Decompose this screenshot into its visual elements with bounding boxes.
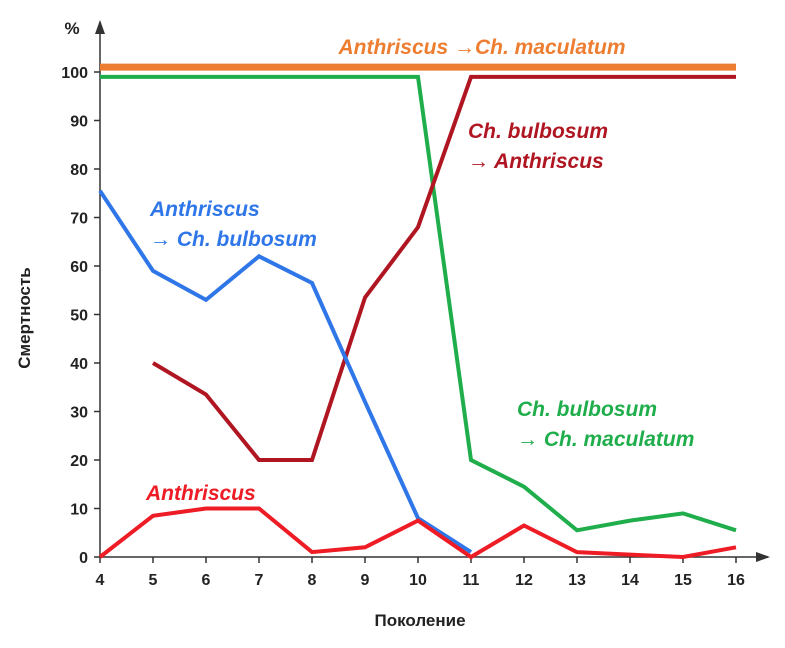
- y-tick-label: 10: [70, 502, 88, 519]
- y-tick-label: 70: [70, 211, 88, 228]
- x-tick-label: 16: [727, 572, 745, 589]
- y-tick-label: 60: [70, 259, 88, 276]
- y-tick-label: 40: [70, 356, 88, 373]
- series-label-blue: Anthriscus: [149, 198, 260, 221]
- series-line-red: [98, 506, 737, 560]
- x-tick-label: 11: [463, 572, 480, 589]
- x-tick-label: 4: [96, 572, 105, 589]
- series-line-blue: [98, 189, 473, 554]
- series-line-darkred: [151, 74, 736, 462]
- x-tick-label: 10: [409, 572, 427, 589]
- x-tick-label: 13: [568, 572, 586, 589]
- series-label-darkred: → Anthriscus: [468, 150, 604, 173]
- series-label-blue: → Ch. bulbosum: [150, 228, 317, 251]
- series-labels: Anthriscus →Ch. maculatum Ch. bulbosum → C…: [145, 36, 694, 505]
- x-tick-label: 6: [202, 572, 211, 589]
- y-axis-unit: %: [64, 19, 79, 38]
- y-tick-label: 90: [70, 114, 88, 131]
- y-tick-label: 50: [70, 308, 88, 325]
- x-tick-label: 7: [255, 572, 264, 589]
- series-label-green: → Ch. maculatum: [517, 428, 694, 451]
- x-tick-label: 14: [621, 572, 639, 589]
- y-axis-arrow: [95, 20, 105, 34]
- series-label-darkred: Ch. bulbosum: [468, 120, 608, 143]
- y-tick-label: 100: [61, 65, 88, 82]
- x-axis-title: Поколение: [374, 611, 465, 630]
- x-axis-arrow: [756, 552, 770, 562]
- axes: 0 10 20 30 40 50 60 70 80 90 100 4 5 6 7 8 9 10 11 12 13 14 15…: [61, 20, 770, 589]
- series-lines: [98, 63, 737, 560]
- x-tick-label: 12: [515, 572, 533, 589]
- series-label-red: Anthriscus: [145, 482, 256, 505]
- y-tick-label: 80: [70, 162, 88, 179]
- y-tick-label: 0: [79, 550, 88, 567]
- series-label-green: Ch. bulbosum: [517, 398, 657, 421]
- x-tick-label: 5: [149, 572, 158, 589]
- y-tick-label: 20: [70, 453, 88, 470]
- y-axis-title: Смертность: [15, 267, 34, 368]
- series-line-green: [100, 74, 737, 533]
- x-tick-label: 9: [361, 572, 370, 589]
- x-tick-label: 8: [308, 572, 317, 589]
- x-tick-label: 15: [674, 572, 692, 589]
- series-label-orange: Anthriscus →Ch. maculatum: [337, 36, 625, 59]
- y-tick-label: 30: [70, 405, 88, 422]
